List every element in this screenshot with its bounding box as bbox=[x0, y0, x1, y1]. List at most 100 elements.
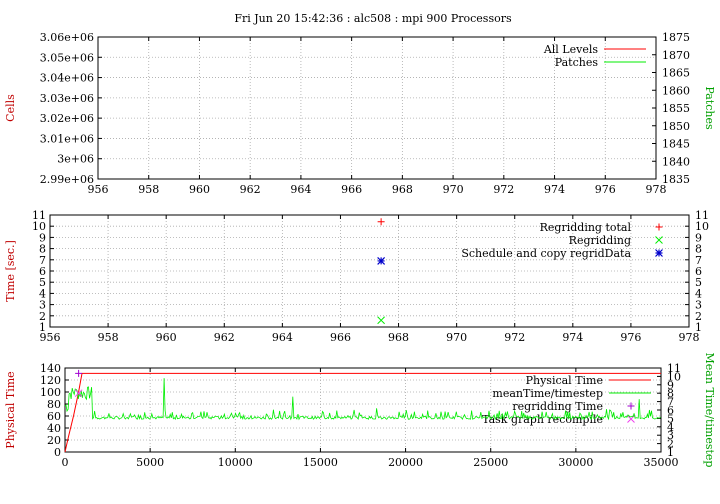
y2-tick-label: 3 bbox=[695, 299, 702, 312]
x-tick-label: 974 bbox=[544, 183, 565, 196]
y2-tick-label: 5 bbox=[667, 412, 674, 425]
y-tick-label: 140 bbox=[40, 362, 61, 375]
y2-tick-label: 7 bbox=[667, 396, 674, 409]
y2-tick-label: 1 bbox=[667, 446, 674, 459]
y-tick-label: 11 bbox=[32, 209, 46, 222]
y2-tick-label: 9 bbox=[695, 231, 702, 244]
x-tick-label: 964 bbox=[272, 331, 293, 344]
x-tick-label: 5000 bbox=[136, 456, 164, 469]
y-tick-label: 10 bbox=[32, 220, 46, 233]
y2-tick-label: 8 bbox=[695, 243, 702, 256]
y2-axis-label: Patches bbox=[703, 86, 716, 130]
x-tick-label: 974 bbox=[562, 331, 583, 344]
x-tick-label: 972 bbox=[504, 331, 525, 344]
y2-tick-label: 9 bbox=[667, 379, 674, 392]
y2-tick-label: 4 bbox=[667, 421, 674, 434]
legend-label: Physical Time bbox=[526, 374, 603, 387]
y2-tick-label: 10 bbox=[695, 220, 709, 233]
y2-tick-label: 11 bbox=[667, 362, 681, 375]
x-tick-label: 956 bbox=[88, 183, 109, 196]
y2-tick-label: 4 bbox=[695, 287, 702, 300]
y2-tick-label: 1845 bbox=[662, 138, 690, 151]
y2-tick-label: 2 bbox=[667, 438, 674, 451]
y-tick-label: 8 bbox=[39, 243, 46, 256]
y-axis-label: Cells bbox=[4, 94, 17, 122]
y2-tick-label: 6 bbox=[667, 404, 674, 417]
y2-tick-label: 1875 bbox=[662, 31, 690, 44]
y-axis-label: Time [sec.] bbox=[4, 240, 17, 302]
x-tick-label: 976 bbox=[595, 183, 616, 196]
x-tick-label: 970 bbox=[443, 183, 464, 196]
y2-tick-label: 10 bbox=[667, 370, 681, 383]
y-tick-label: 4 bbox=[39, 287, 46, 300]
y2-tick-label: 1860 bbox=[662, 84, 690, 97]
y2-tick-label: 1855 bbox=[662, 102, 690, 115]
y-tick-label: 1 bbox=[39, 321, 46, 334]
y-tick-label: 3.01e+06 bbox=[40, 132, 94, 145]
x-tick-label: 10000 bbox=[218, 456, 253, 469]
x-tick-label: 970 bbox=[446, 331, 467, 344]
legend-marker bbox=[655, 223, 663, 231]
data-point bbox=[377, 218, 385, 226]
x-tick-label: 35000 bbox=[644, 456, 679, 469]
legend-marker bbox=[655, 236, 663, 244]
physical-time-panel: 0 5000 10000 15000 20000 25000 30000 35000 02040… bbox=[4, 353, 716, 469]
x-tick-label: 966 bbox=[330, 331, 351, 344]
y-tick-label: 3 bbox=[39, 299, 46, 312]
y-tick-label: 80 bbox=[47, 398, 61, 411]
x-tick-label: 20000 bbox=[388, 456, 423, 469]
legend-label: regridding Time bbox=[512, 400, 603, 413]
x-tick-label: 962 bbox=[214, 331, 235, 344]
y-axis-label: Physical Time bbox=[4, 371, 17, 448]
x-tick-label: 30000 bbox=[558, 456, 593, 469]
x-tick-label: 958 bbox=[98, 331, 119, 344]
y2-tick-label: 11 bbox=[695, 209, 709, 222]
series-line bbox=[64, 372, 661, 453]
plot-frame bbox=[97, 36, 657, 180]
y2-tick-label: 2 bbox=[695, 310, 702, 323]
legend-label: Regridding total bbox=[540, 221, 632, 234]
plot-frame bbox=[64, 367, 662, 453]
y-tick-label: 2.99e+06 bbox=[40, 173, 94, 186]
x-tick-label: 962 bbox=[240, 183, 261, 196]
y-tick-label: 0 bbox=[54, 446, 61, 459]
y-tick-label: 3.04e+06 bbox=[40, 72, 94, 85]
x-tick-label: 15000 bbox=[303, 456, 338, 469]
y2-tick-label: 1850 bbox=[662, 120, 690, 133]
y2-tick-label: 6 bbox=[695, 265, 702, 278]
x-tick-label: 968 bbox=[392, 183, 413, 196]
y-tick-label: 6 bbox=[39, 265, 46, 278]
x-tick-label: 964 bbox=[290, 183, 311, 196]
y2-axis-label: Mean Time/timestep bbox=[703, 353, 716, 468]
y-tick-label: 3.05e+06 bbox=[40, 51, 94, 64]
x-tick-label: 978 bbox=[646, 183, 667, 196]
x-tick-label: 966 bbox=[341, 183, 362, 196]
y2-tick-label: 1835 bbox=[662, 173, 690, 186]
legend-marker bbox=[627, 402, 635, 410]
y-tick-label: 120 bbox=[40, 374, 61, 387]
legend-marker bbox=[655, 249, 663, 257]
x-tick-label: 960 bbox=[156, 331, 177, 344]
legend-label: All Levels bbox=[543, 43, 599, 56]
x-tick-label: 976 bbox=[620, 331, 641, 344]
y-tick-label: 3.03e+06 bbox=[40, 92, 94, 105]
x-tick-label: 960 bbox=[189, 183, 210, 196]
x-tick-label: 25000 bbox=[473, 456, 508, 469]
data-point bbox=[75, 369, 83, 377]
x-tick-label: 0 bbox=[62, 456, 69, 469]
regridding-time-panel: 956 958 960 962 964 966 968 970 972 974 976 9781234… bbox=[4, 209, 709, 344]
legend-label: Schedule and copy regridData bbox=[461, 247, 631, 260]
figure-title: Fri Jun 20 15:42:36 : alc508 : mpi 900 P… bbox=[234, 12, 512, 25]
cells-patches-panel: 956 958 960 962 964 966 968 970 972 974 976 978 2.99… bbox=[4, 31, 716, 196]
y2-tick-label: 1870 bbox=[662, 49, 690, 62]
y-tick-label: 9 bbox=[39, 231, 46, 244]
y-tick-label: 3e+06 bbox=[57, 153, 94, 166]
data-point bbox=[377, 316, 385, 325]
y-tick-label: 40 bbox=[47, 422, 61, 435]
x-tick-label: 958 bbox=[138, 183, 159, 196]
y-tick-label: 100 bbox=[40, 386, 61, 399]
data-point bbox=[74, 389, 83, 398]
y2-tick-label: 3 bbox=[667, 429, 674, 442]
x-tick-label: 956 bbox=[40, 331, 61, 344]
